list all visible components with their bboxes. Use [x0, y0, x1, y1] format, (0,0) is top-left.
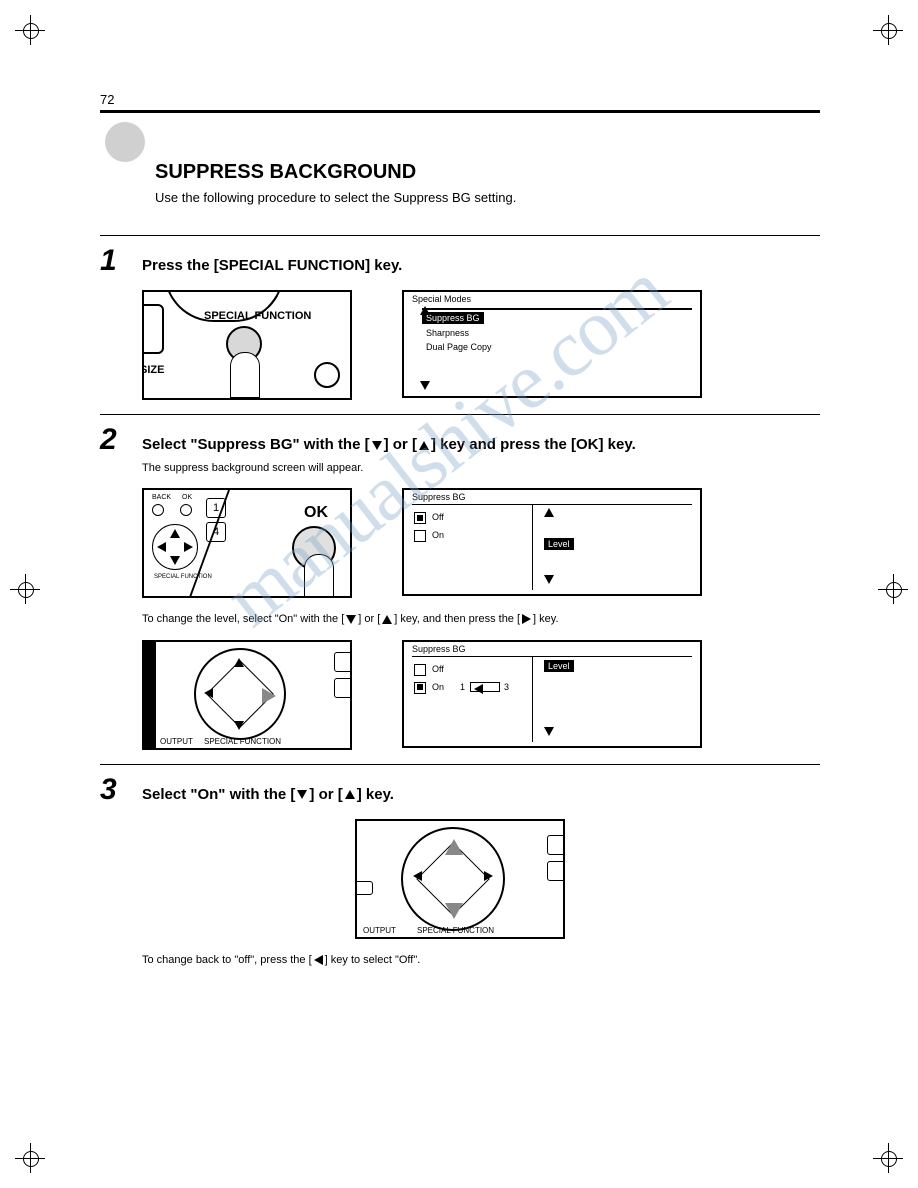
step-2: 2 Select "Suppress BG" with the [] or []… [100, 423, 820, 750]
section-icon [105, 122, 145, 162]
step-subtext: The suppress background screen will appe… [142, 461, 820, 476]
step-number: 1 [100, 244, 130, 278]
lcd-screen: Special Modes Suppress BG Sharpness Dual… [402, 290, 702, 398]
step-1: 1 Press the [SPECIAL FUNCTION] key. SPEC… [100, 244, 820, 400]
step-note: To change back to "off", press the [] ke… [142, 953, 820, 968]
step-number: 3 [100, 773, 130, 807]
page-title: SUPPRESS BACKGROUND [155, 161, 820, 184]
control-panel-illustration: SPECIAL FUNCTION SIZE [142, 290, 352, 400]
step-subtext: To change the level, select "On" with th… [142, 612, 820, 627]
divider [100, 414, 820, 415]
control-panel-illustration: OUTPUT SPECIAL FUNCTION [142, 640, 352, 750]
step-text: Press the [SPECIAL FUNCTION] key. [142, 256, 820, 276]
step-3: 3 Select "On" with the [] or [] key. OUT… [100, 773, 820, 968]
page-number: 72 [100, 92, 114, 107]
divider [100, 764, 820, 765]
step-text: Select "On" with the [] or [] key. [142, 785, 820, 805]
page-subtitle: Use the following procedure to select th… [155, 190, 820, 205]
step-text: Select "Suppress BG" with the [] or [] k… [142, 435, 820, 455]
divider [100, 235, 820, 236]
page-content: 72 SUPPRESS BACKGROUND Use the following… [100, 80, 820, 968]
step-number: 2 [100, 423, 130, 457]
lcd-screen: Suppress BG Off On Level [402, 488, 702, 596]
control-panel-illustration: BACK OK SPECIAL FUNCTION 1 4 OK [142, 488, 352, 598]
top-rule [100, 110, 820, 113]
control-panel-illustration: OUTPUT SPECIAL FUNCTION [355, 819, 565, 939]
lcd-screen: Suppress BG Off On 1 3 Level [402, 640, 702, 748]
